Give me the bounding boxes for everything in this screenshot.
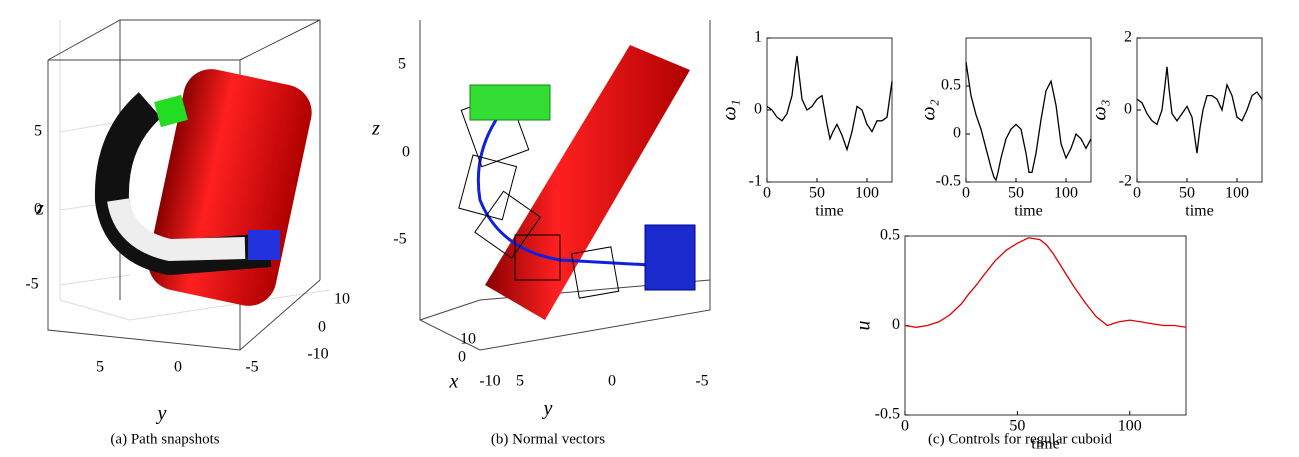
y-tick-label: 0 (174, 359, 182, 376)
y-tick-label: -5 (245, 359, 258, 376)
z-tick-label: 0 (402, 144, 410, 161)
x-axis-label: time (1031, 436, 1059, 453)
z-tick-label: -5 (25, 276, 38, 293)
y-axis-label: y (542, 398, 553, 420)
z-tick-label: 5 (398, 56, 406, 73)
z-tick-label: -5 (393, 231, 406, 248)
y-tick-label: 0.5 (941, 77, 961, 94)
x-axis-label: time (1185, 203, 1213, 220)
x-tick-label: 50 (809, 185, 825, 202)
x-tick-label: 10 (460, 331, 476, 348)
y-tick-label: 0 (608, 373, 616, 390)
x-axis-label: time (1014, 203, 1042, 220)
y-tick-label: 5 (96, 359, 104, 376)
y-axis-label: ω₃ (1089, 99, 1111, 120)
x-tick-label: 100 (855, 185, 879, 202)
y-tick-label: 0 (892, 316, 900, 333)
x-tick-label: -10 (307, 346, 328, 363)
x-tick-label: 100 (1118, 418, 1142, 435)
y-tick-label: 0 (953, 125, 961, 142)
x-tick-label: 0 (962, 185, 970, 202)
z-axis-label: z (371, 118, 380, 140)
y-axis-label: u (853, 321, 875, 331)
plot-frame (1136, 37, 1263, 183)
y-tick-label: 0.5 (880, 227, 900, 244)
data-line (1136, 66, 1263, 154)
x-tick-label: 50 (1008, 185, 1024, 202)
x-tick-label: 50 (1009, 418, 1025, 435)
y-tick-label: 0 (754, 101, 762, 118)
panel-b-scene (419, 20, 711, 351)
panel-a-scene (47, 19, 331, 351)
data-line (766, 55, 893, 152)
y-tick-label: -2 (1119, 173, 1132, 190)
y-tick-label: -0.5 (875, 406, 900, 423)
x-axis-label: x (449, 371, 459, 393)
caption: (a) Path snapshots (110, 431, 219, 447)
x-axis-label: time (815, 203, 843, 220)
z-axis-label: z (35, 198, 44, 220)
data-line (904, 237, 1187, 328)
x-tick-label: 0 (458, 349, 466, 366)
y-tick-label: 1 (754, 29, 762, 46)
plot-frame (766, 37, 893, 183)
x-tick-label: 0 (1133, 185, 1141, 202)
x-tick-label: 50 (1179, 185, 1195, 202)
z-tick-label: 5 (34, 123, 42, 140)
x-tick-label: 100 (1225, 185, 1249, 202)
z-tick-label: 0 (34, 201, 42, 218)
y-axis-label: ω₁ (719, 99, 741, 120)
x-tick-label: 10 (334, 291, 350, 308)
x-tick-label: 0 (763, 185, 771, 202)
x-tick-label: -10 (479, 373, 500, 390)
data-line (965, 61, 1092, 182)
y-tick-label: 0 (1124, 101, 1132, 118)
y-tick-label: -5 (695, 373, 708, 390)
y-tick-label: 5 (516, 373, 524, 390)
x-tick-label: 100 (1054, 185, 1078, 202)
y-axis-label: y (156, 403, 167, 425)
caption: (b) Normal vectors (491, 431, 605, 447)
plot-frame (965, 37, 1092, 183)
y-tick-label: -0.5 (936, 173, 961, 190)
y-tick-label: 2 (1124, 29, 1132, 46)
x-tick-label: 0 (318, 319, 326, 336)
caption: (c) Controls for regular cuboid (928, 431, 1113, 447)
plot-frame (904, 235, 1187, 416)
y-tick-label: -1 (749, 173, 762, 190)
y-axis-label: ω₂ (918, 99, 940, 120)
x-tick-label: 0 (901, 418, 909, 435)
